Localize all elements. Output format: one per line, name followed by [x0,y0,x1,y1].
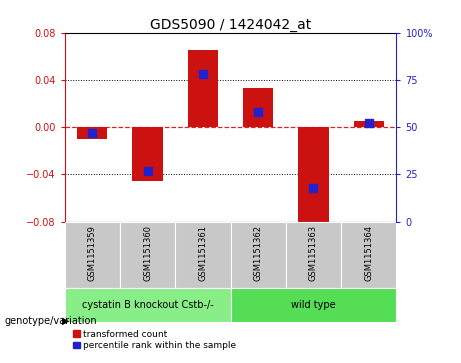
Point [199,71,207,77]
Bar [77,127,107,139]
Point [89,130,96,136]
Text: cystatin B knockout Cstb-/-: cystatin B knockout Cstb-/- [82,299,213,310]
Bar [188,50,218,127]
Bar [286,221,341,287]
Bar [298,127,329,230]
Bar [230,287,396,322]
Bar [354,121,384,127]
Text: GSM1151359: GSM1151359 [88,225,97,281]
Bar [132,127,163,182]
Text: GSM1151362: GSM1151362 [254,225,263,281]
Bar [243,88,273,127]
Text: GSM1151363: GSM1151363 [309,225,318,281]
Text: GSM1151364: GSM1151364 [364,225,373,281]
Text: GSM1151360: GSM1151360 [143,225,152,281]
Bar [175,221,230,287]
Bar [65,221,120,287]
Point [365,121,372,126]
Text: wild type: wild type [291,299,336,310]
Text: genotype/variation: genotype/variation [5,316,97,326]
Point [144,168,151,174]
Legend: transformed count, percentile rank within the sample: transformed count, percentile rank withi… [69,326,240,354]
Text: GSM1151361: GSM1151361 [198,225,207,281]
Bar [230,221,286,287]
Point [310,185,317,191]
Bar [341,221,396,287]
Bar [120,221,175,287]
Title: GDS5090 / 1424042_at: GDS5090 / 1424042_at [150,18,311,32]
Point [254,109,262,115]
Text: ▶: ▶ [62,316,70,326]
Bar [65,287,230,322]
